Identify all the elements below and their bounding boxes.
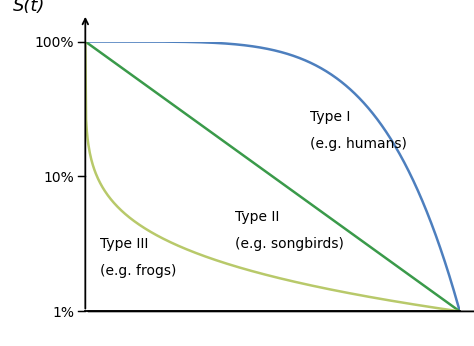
Text: Type II: Type II (235, 210, 280, 224)
Text: S(t): S(t) (13, 0, 46, 15)
Text: (e.g. humans): (e.g. humans) (310, 137, 407, 151)
Text: (e.g. frogs): (e.g. frogs) (100, 264, 177, 278)
Text: Type III: Type III (100, 237, 149, 251)
Text: Type I: Type I (310, 110, 350, 124)
Text: (e.g. songbirds): (e.g. songbirds) (235, 237, 344, 251)
